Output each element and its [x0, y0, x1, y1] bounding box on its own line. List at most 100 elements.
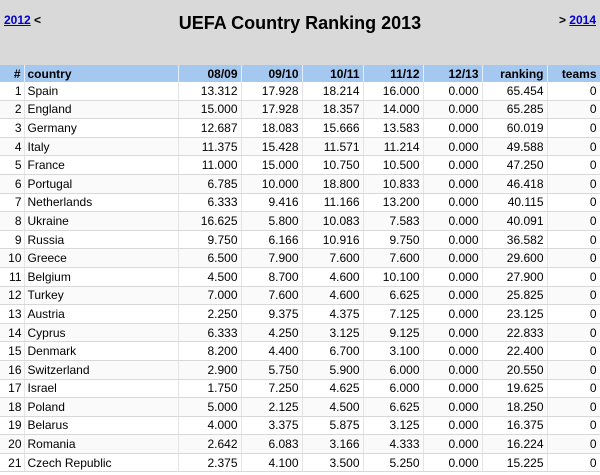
cell-rank: 19 [0, 416, 25, 436]
cell-s1213: 0.000 [423, 453, 483, 473]
cell-s1213: 0.000 [423, 193, 483, 213]
cell-rank: 18 [0, 397, 25, 417]
cell-s1213: 0.000 [423, 341, 483, 361]
cell-teams: 0 [547, 341, 600, 361]
cell-s1011: 3.500 [302, 453, 364, 473]
cell-s0910: 7.600 [241, 286, 303, 306]
cell-s0809: 13.312 [178, 82, 242, 101]
cell-s0910: 6.083 [241, 434, 303, 454]
cell-s0910: 4.250 [241, 323, 303, 343]
cell-s1213: 0.000 [423, 397, 483, 417]
table-row: 1 Spain 13.312 17.928 18.214 16.000 0.000 65.45… [0, 82, 600, 101]
cell-s1112: 7.600 [363, 248, 424, 268]
cell-s0910: 5.800 [241, 211, 303, 231]
cell-s1011: 18.214 [302, 82, 364, 101]
cell-s0910: 7.250 [241, 379, 303, 399]
cell-country: Belgium [24, 267, 179, 287]
cell-s0910: 5.750 [241, 360, 303, 380]
cell-rank: 21 [0, 453, 25, 473]
cell-teams: 0 [547, 100, 600, 120]
cell-s1213: 0.000 [423, 174, 483, 194]
cell-s1011: 10.750 [302, 155, 364, 175]
cell-s1213: 0.000 [423, 416, 483, 436]
cell-s1213: 0.000 [423, 118, 483, 138]
cell-s0809: 8.200 [178, 341, 242, 361]
cell-s1213: 0.000 [423, 379, 483, 399]
table-row: 7 Netherlands 6.333 9.416 11.166 13.200 0.000 4… [0, 193, 600, 213]
cell-ranking: 65.285 [482, 100, 548, 120]
cell-s0809: 11.375 [178, 137, 242, 157]
cell-s1112: 4.333 [363, 434, 424, 454]
cell-teams: 0 [547, 379, 600, 399]
cell-country: Turkey [24, 286, 179, 306]
previous-year-nav: 2012 < [4, 13, 41, 27]
cell-s1011: 4.625 [302, 379, 364, 399]
cell-ranking: 16.375 [482, 416, 548, 436]
cell-rank: 13 [0, 304, 25, 324]
cell-s1011: 5.875 [302, 416, 364, 436]
cell-ranking: 36.582 [482, 230, 548, 250]
cell-s1213: 0.000 [423, 360, 483, 380]
table-row: 15 Denmark 8.200 4.400 6.700 3.100 0.000 22.400… [0, 341, 600, 361]
previous-year-link[interactable]: 2012 [4, 13, 31, 27]
cell-ranking: 60.019 [482, 118, 548, 138]
cell-rank: 9 [0, 230, 25, 250]
cell-ranking: 29.600 [482, 248, 548, 268]
cell-s0809: 2.250 [178, 304, 242, 324]
cell-s1112: 9.750 [363, 230, 424, 250]
cell-country: Israel [24, 379, 179, 399]
cell-s1011: 11.166 [302, 193, 364, 213]
cell-s0910: 17.928 [241, 100, 303, 120]
cell-ranking: 22.833 [482, 323, 548, 343]
cell-s1112: 6.000 [363, 360, 424, 380]
next-year-link[interactable]: 2014 [569, 13, 596, 27]
cell-s1213: 0.000 [423, 323, 483, 343]
cell-s0910: 15.000 [241, 155, 303, 175]
cell-teams: 0 [547, 267, 600, 287]
cell-ranking: 23.125 [482, 304, 548, 324]
cell-rank: 16 [0, 360, 25, 380]
cell-teams: 0 [547, 286, 600, 306]
cell-s1213: 0.000 [423, 434, 483, 454]
cell-country: Germany [24, 118, 179, 138]
table-row: 5 France 11.000 15.000 10.750 10.500 0.000 47.2… [0, 155, 600, 175]
cell-country: Belarus [24, 416, 179, 436]
cell-s1213: 0.000 [423, 248, 483, 268]
page-title: UEFA Country Ranking 2013 [178, 13, 422, 33]
cell-s0809: 16.625 [178, 211, 242, 231]
cell-s1112: 10.100 [363, 267, 424, 287]
cell-s1011: 4.500 [302, 397, 364, 417]
cell-country: Cyprus [24, 323, 179, 343]
table-row: 19 Belarus 4.000 3.375 5.875 3.125 0.000 16.375… [0, 416, 600, 436]
cell-country: Romania [24, 434, 179, 454]
cell-s1011: 4.375 [302, 304, 364, 324]
table-row: 11 Belgium 4.500 8.700 4.600 10.100 0.000 27.90… [0, 267, 600, 287]
cell-s1213: 0.000 [423, 82, 483, 101]
cell-s0910: 7.900 [241, 248, 303, 268]
cell-s1112: 7.583 [363, 211, 424, 231]
cell-teams: 0 [547, 453, 600, 473]
cell-teams: 0 [547, 82, 600, 101]
table-row: 2 England 15.000 17.928 18.357 14.000 0.000 65.… [0, 100, 600, 120]
cell-s0910: 2.125 [241, 397, 303, 417]
cell-s1112: 9.125 [363, 323, 424, 343]
cell-country: Poland [24, 397, 179, 417]
table-row: 21 Czech Republic 2.375 4.100 3.500 5.250 0.00… [0, 453, 600, 473]
cell-teams: 0 [547, 193, 600, 213]
table-row: 16 Switzerland 2.900 5.750 5.900 6.000 0.000 20… [0, 360, 600, 380]
cell-s1011: 10.916 [302, 230, 364, 250]
cell-country: England [24, 100, 179, 120]
cell-s0910: 4.400 [241, 341, 303, 361]
column-header-rank: # [0, 65, 25, 82]
cell-teams: 0 [547, 174, 600, 194]
cell-s0910: 6.166 [241, 230, 303, 250]
cell-rank: 12 [0, 286, 25, 306]
cell-s0809: 1.750 [178, 379, 242, 399]
cell-s1213: 0.000 [423, 211, 483, 231]
cell-ranking: 15.225 [482, 453, 548, 473]
cell-teams: 0 [547, 416, 600, 436]
column-header-1011: 10/11 [302, 65, 364, 82]
cell-ranking: 22.400 [482, 341, 548, 361]
cell-s0809: 2.375 [178, 453, 242, 473]
table-row: 3 Germany 12.687 18.083 15.666 13.583 0.000 60.… [0, 118, 600, 138]
